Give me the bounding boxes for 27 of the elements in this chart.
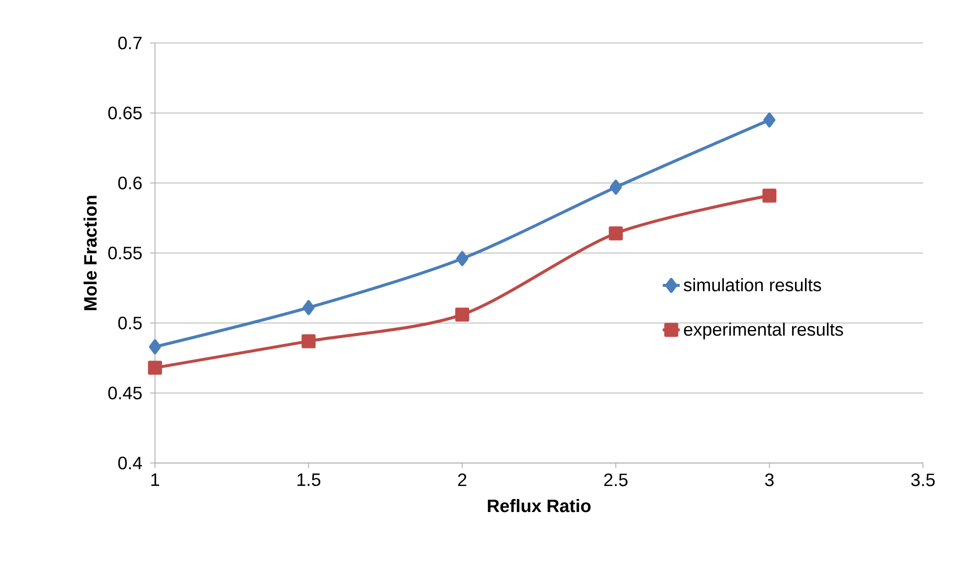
point <box>456 251 468 266</box>
x-tick-label: 2.5 <box>604 474 628 486</box>
point <box>762 188 776 203</box>
legend-label: simulation results <box>684 278 822 292</box>
point <box>610 180 622 195</box>
point <box>455 308 470 322</box>
y-tick-label: 0.45 <box>108 386 142 400</box>
point <box>148 360 162 375</box>
point <box>302 334 316 348</box>
y-tick-label: 0.55 <box>108 246 142 260</box>
x-tick-label: 1.5 <box>297 474 320 486</box>
point <box>302 300 315 316</box>
x-axis-title: Reflux Ratio <box>488 499 591 512</box>
y-tick-label: 0.7 <box>118 36 142 50</box>
x-tick-label: 3 <box>765 474 774 486</box>
point <box>608 226 623 240</box>
y-tick-label: 0.4 <box>118 456 142 470</box>
x-tick-label: 3.5 <box>911 474 935 486</box>
point <box>149 339 161 354</box>
y-tick-label: 0.65 <box>108 106 142 120</box>
point <box>763 112 776 128</box>
y-tick-label: 0.5 <box>118 316 142 330</box>
x-tick-label: 2 <box>458 474 466 486</box>
x-tick-label: 1 <box>151 474 160 486</box>
y-axis-title: Mole Fraction <box>84 196 97 310</box>
y-tick-label: 0.6 <box>118 176 142 190</box>
legend-label: experimental results <box>684 322 844 340</box>
